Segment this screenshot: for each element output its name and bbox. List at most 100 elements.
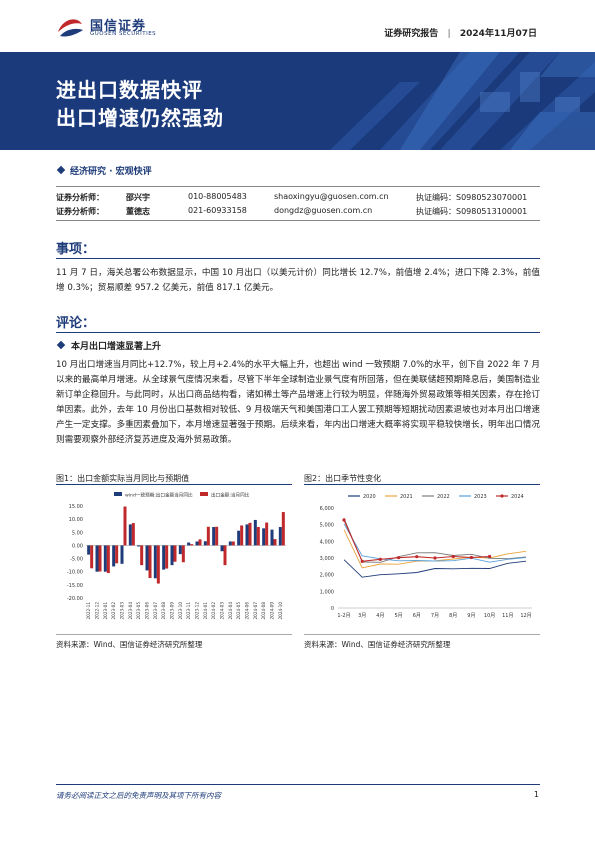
x-tick-label: 5月	[395, 613, 403, 619]
figure2-rule	[304, 484, 540, 485]
x-tick-label: 8月	[449, 613, 457, 619]
section-rule	[56, 258, 540, 259]
bar-actual	[273, 539, 277, 546]
bar-expected	[145, 545, 149, 571]
figure1-source: 资料来源：Wind、国信证券经济研究所整理	[56, 640, 203, 649]
bar-actual	[265, 522, 269, 546]
x-tick-label: 2024-03	[220, 602, 225, 620]
analyst-email: dongdz@guosen.com.cn	[274, 206, 373, 215]
section-rule	[56, 332, 540, 333]
analyst-phone: 021-60933158	[188, 206, 247, 215]
bar-expected	[128, 524, 132, 546]
x-tick-label: 2023-04	[128, 602, 133, 620]
data-point-2024	[360, 559, 364, 563]
figure2-line-chart: 2020 2021 2022 2023 2024 6,000 5,000 4,000 3,000…	[320, 494, 532, 619]
report-meta: 证券研究报告 | 2024年11月07日	[384, 29, 537, 39]
comment-heading: 评论：	[56, 316, 96, 331]
analyst-role: 证券分析师：	[56, 207, 104, 216]
x-tick-label: 12月	[520, 613, 531, 619]
data-point-2024	[488, 554, 492, 559]
matter-heading: 事项：	[56, 242, 96, 257]
logo-chinese: 国信证券	[90, 19, 147, 34]
bar-expected	[237, 530, 241, 546]
legend-swatch	[114, 492, 122, 496]
bar-expected	[228, 541, 232, 546]
report-category: 经济研究 · 宏观快评	[56, 164, 152, 177]
bar-expected	[95, 545, 99, 572]
category-label: 经济研究 · 宏观快评	[70, 167, 152, 177]
bar-expected	[195, 541, 199, 546]
x-tick-label: 11月	[502, 613, 513, 619]
data-point-2024	[433, 556, 437, 560]
figure2-source: 资料来源：Wind、国信证券经济研究所整理	[304, 640, 451, 649]
legend-label: 2021	[400, 494, 413, 500]
bar-expected	[153, 545, 157, 579]
page-number: 1	[533, 790, 539, 799]
bar-actual	[281, 512, 285, 546]
bar-actual	[115, 545, 119, 564]
bar-expected	[212, 527, 216, 546]
y-tick-label: 5,000	[320, 523, 334, 529]
y-tick-label: -20.00	[67, 596, 83, 602]
bar-actual	[173, 545, 177, 562]
series-line-2022	[343, 517, 527, 563]
figure1-bar-chart: wind一致预期:出口金额当月同比 出口金额:当月同比 15.00 10.00 5.00…	[67, 492, 286, 620]
legend-label: 2020	[363, 494, 376, 500]
matter-paragraph: 11 月 7 日，海关总署公布数据显示，中国 10 月出口（以美元计价）同比增长…	[56, 268, 540, 293]
x-tick-label: 2024-05	[236, 602, 241, 620]
footer-disclaimer: 请务必阅读正文之后的免责声明及其项下所有内容	[56, 791, 221, 800]
figure1-source-rule	[56, 634, 292, 635]
x-tick-label: 2023-03	[120, 602, 125, 620]
report-title-line1: 进出口数据快评	[56, 78, 203, 102]
bar-expected	[178, 545, 182, 555]
bar-expected	[270, 529, 274, 546]
legend-swatch	[200, 492, 208, 496]
figure2-source-rule	[304, 634, 540, 635]
bar-actual	[165, 545, 169, 569]
data-point-2024	[378, 557, 382, 561]
bar-actual	[148, 545, 152, 579]
divider	[56, 186, 540, 187]
data-point-2024	[469, 555, 473, 560]
bar-expected	[278, 527, 282, 546]
bar-actual	[256, 527, 260, 546]
bar-actual	[90, 545, 94, 569]
bar-actual	[206, 526, 210, 546]
x-tick-label: 2023-02	[111, 602, 116, 620]
x-tick-label: 1-2月	[337, 613, 350, 619]
series-line-2020	[343, 559, 527, 578]
bar-expected	[120, 545, 124, 564]
data-point-2024	[415, 555, 419, 559]
y-tick-label: 5.00	[72, 530, 83, 536]
y-tick-label: 15.00	[69, 504, 83, 510]
bar-actual	[248, 522, 252, 546]
bar-actual	[215, 526, 219, 546]
bar-actual	[131, 523, 135, 546]
footer-rule	[56, 784, 540, 785]
analyst-cert: 执证编码：S0980523070001	[416, 193, 528, 202]
series-line-2023	[343, 523, 527, 563]
data-point-2024	[451, 554, 455, 559]
report-type: 证券研究报告	[384, 29, 439, 39]
x-tick-label: 2024-10	[278, 602, 283, 620]
title-banner: 进出口数据快评 出口增速仍然强劲	[0, 52, 595, 150]
bar-actual	[106, 545, 110, 574]
bar-expected	[253, 519, 257, 546]
subsection-heading: 本月出口增速显著上升	[56, 339, 161, 352]
y-tick-label: 0	[331, 606, 334, 612]
bar-actual	[181, 545, 185, 563]
analyst-cert: 执证编码：S0980513100001	[416, 207, 528, 216]
bar-actual	[98, 545, 102, 572]
divider	[56, 220, 540, 221]
legend-label: 2024	[511, 494, 524, 500]
analyst-phone: 010-88005483	[188, 192, 247, 201]
x-tick-label: 2023-06	[145, 602, 150, 620]
x-tick-label: 2023-12	[195, 602, 200, 620]
x-tick-label: 2023-09	[170, 602, 175, 620]
report-date: 2024年11月07日	[459, 29, 537, 39]
x-tick-label: 2024-09	[270, 602, 275, 620]
y-tick-label: -15.00	[67, 583, 83, 589]
y-tick-label: 1,000	[320, 589, 334, 595]
bar-expected	[87, 545, 91, 555]
x-tick-label: 2023-08	[161, 602, 166, 620]
